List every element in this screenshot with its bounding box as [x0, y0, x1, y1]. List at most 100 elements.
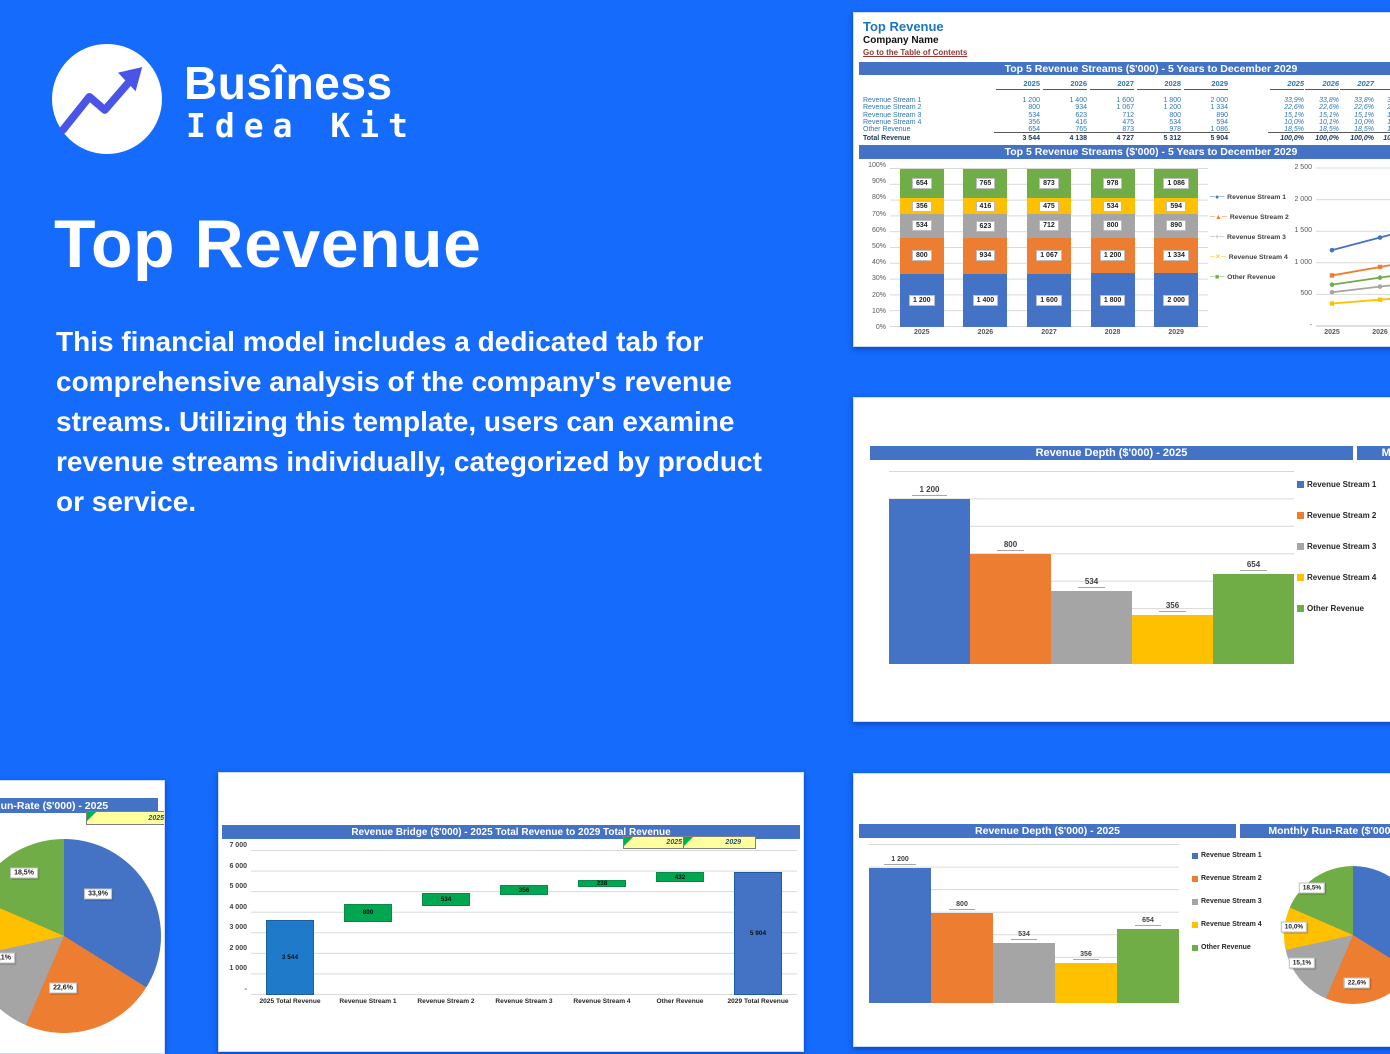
waterfall-bar: 534	[422, 892, 470, 906]
stacked-bar-segment: 534	[1090, 198, 1135, 214]
table-cell-value: 765	[1075, 126, 1087, 133]
legend-item: ─▲─ Revenue Stream 2	[1210, 214, 1314, 221]
x-tick-label: 2028	[1104, 329, 1121, 336]
legend-item: Revenue Stream 2	[1192, 875, 1262, 882]
data-point-marker	[1377, 235, 1383, 240]
data-point-marker	[1329, 301, 1335, 306]
legend-item: ─●─ Revenue Stream 1	[1210, 194, 1314, 201]
x-tick-label: 2027	[1041, 329, 1057, 336]
legend-label: Revenue Stream 2	[1201, 875, 1262, 882]
waterfall-value-label: 3 544	[281, 954, 299, 962]
table-cell-pct: 18,5%	[1319, 126, 1339, 133]
legend-swatch-icon	[1297, 481, 1304, 488]
table-total-value: 4 138	[1069, 135, 1087, 142]
table-cell-pct: 33,8%	[1354, 97, 1374, 104]
depth-bar	[970, 554, 1051, 664]
y-tick-label: 0%	[875, 323, 886, 331]
table-cell-pct: 15,1%	[1354, 112, 1374, 119]
segment-value-label: 1 067	[1036, 250, 1062, 262]
table-cell-value: 1 800	[1163, 97, 1181, 104]
stacked-bar-segment: 1 067	[1026, 237, 1071, 274]
table-row-label: Revenue Stream 4	[863, 119, 922, 126]
table-cell-pct: 22,6%	[1373, 104, 1390, 112]
table-total-pct: 100,0%	[1280, 135, 1304, 142]
legend-label: Revenue Stream 4	[1228, 254, 1288, 261]
y-tick-label: 1 000	[229, 965, 247, 973]
bar-value-label: 800	[996, 540, 1025, 552]
year-header: 2028	[1137, 80, 1181, 90]
depth-bar-column: 1 200	[889, 472, 970, 664]
y-tick-label: 1 000	[1294, 258, 1312, 266]
table-section-title: Top 5 Revenue Streams ($'000) - 5 Years …	[859, 62, 1390, 75]
depth-bar-column: 654	[1117, 845, 1179, 1003]
legend-swatch-icon	[1297, 543, 1304, 550]
table-cell-value: 1 200	[1022, 97, 1040, 104]
data-point-marker	[1329, 247, 1335, 253]
segment-value-label: 934	[975, 250, 996, 262]
legend-label: Revenue Stream 2	[1307, 511, 1377, 520]
segment-value-label: 1 400	[972, 294, 999, 306]
legend-swatch-icon	[1297, 605, 1304, 612]
table-cell-pct: 10,1%	[1373, 119, 1390, 127]
stacked-bar-segment: 1 334	[1154, 237, 1199, 274]
stacked-bar-segment: 1 400	[963, 273, 1008, 327]
bar-value-label: 800	[949, 901, 975, 910]
segment-value-label: 654	[911, 178, 932, 190]
table-cell-value: 712	[1122, 112, 1134, 119]
y-tick-label: 2 000	[1294, 195, 1312, 203]
bar-value-label: 1 200	[912, 485, 947, 497]
waterfall-value-label: 5 904	[749, 929, 767, 937]
table-cell-pct: 10,0%	[1284, 119, 1304, 126]
stacked-bar-segment: 873	[1026, 169, 1071, 199]
legend-label: Revenue Stream 1	[1227, 194, 1287, 201]
legend-label: Revenue Stream 4	[1307, 573, 1377, 582]
waterfall-slot: 432	[641, 851, 719, 995]
revenue-depth-panel: Revenue Depth ($'000) - 2025 Monthly Run…	[853, 397, 1390, 722]
toc-link[interactable]: Go to the Table of Contents	[863, 48, 968, 57]
x-tick-label: 2029	[1168, 329, 1184, 336]
table-row-label: Revenue Stream 1	[863, 97, 922, 104]
table-cell-value: 800	[1028, 104, 1040, 111]
depth-chart-legend-2: Revenue Stream 1 Revenue Stream 2 Revenue …	[1192, 852, 1262, 967]
runrate-chart-title-2: Monthly Run-Rate ($'000) - 2025	[1240, 824, 1390, 838]
x-tick-label: 2025	[1324, 329, 1340, 336]
depth-bar	[869, 867, 931, 1003]
stacked-bar-segment: 654	[899, 169, 944, 199]
table-cell-pct: 33,8%	[1373, 97, 1390, 105]
table-cell-pct: 10,1%	[1319, 119, 1339, 126]
pie2-label-other: 18,5%	[1298, 882, 1326, 894]
legend-item: ─■─ Other Revenue	[1210, 274, 1314, 281]
pct-year-header: 2027	[1340, 80, 1374, 90]
table-cell-value: 623	[1075, 112, 1087, 119]
depth-bar	[1132, 615, 1213, 664]
legend-label: Other Revenue	[1307, 604, 1364, 613]
x-tick-label: Revenue Stream 3	[495, 998, 553, 1005]
y-tick-label: 2 000	[229, 944, 247, 952]
y-tick-label: 30%	[871, 275, 886, 283]
trend-line-chart	[1316, 167, 1390, 327]
bar-value-label: 534	[1077, 577, 1106, 588]
bridge-year-from-dropdown[interactable]: 2025	[623, 836, 697, 849]
data-point-marker	[1329, 289, 1335, 295]
year-header: 2027	[1090, 80, 1134, 90]
y-tick-label: -	[1309, 322, 1312, 329]
depth-bar	[1213, 574, 1294, 664]
legend-label: Other Revenue	[1201, 944, 1251, 951]
legend-swatch-icon	[1192, 898, 1198, 905]
table-total-value: 5 904	[1210, 135, 1228, 142]
chart-legend: ─●─ Revenue Stream 1 ─▲─ Revenue Stream 2 ─+…	[1210, 194, 1314, 294]
year-selector-dropdown[interactable]: 2025	[86, 811, 164, 825]
bridge-year-to-dropdown[interactable]: 2029	[683, 836, 756, 849]
brand-name: Busîness	[184, 57, 393, 109]
pie-label-stream2: 22,6%	[49, 982, 77, 994]
table-cell-value: 356	[1028, 119, 1040, 126]
stacked-bar-segment: 623	[963, 214, 1008, 238]
legend-marker-icon: ─■─	[1210, 274, 1225, 281]
stacked-bar-chart: 1 200 800 534 356 654 1 400 934 623 416 765 1 600 1…	[890, 168, 1208, 327]
bar-value-label: 356	[1158, 601, 1187, 613]
stacked-bar-segment: 765	[963, 169, 1008, 199]
depth-bar-column: 534	[993, 845, 1055, 1003]
legend-label: Revenue Stream 3	[1201, 898, 1262, 905]
legend-label: Revenue Stream 1	[1201, 852, 1262, 859]
y-tick-label: 2 500	[1294, 164, 1312, 171]
